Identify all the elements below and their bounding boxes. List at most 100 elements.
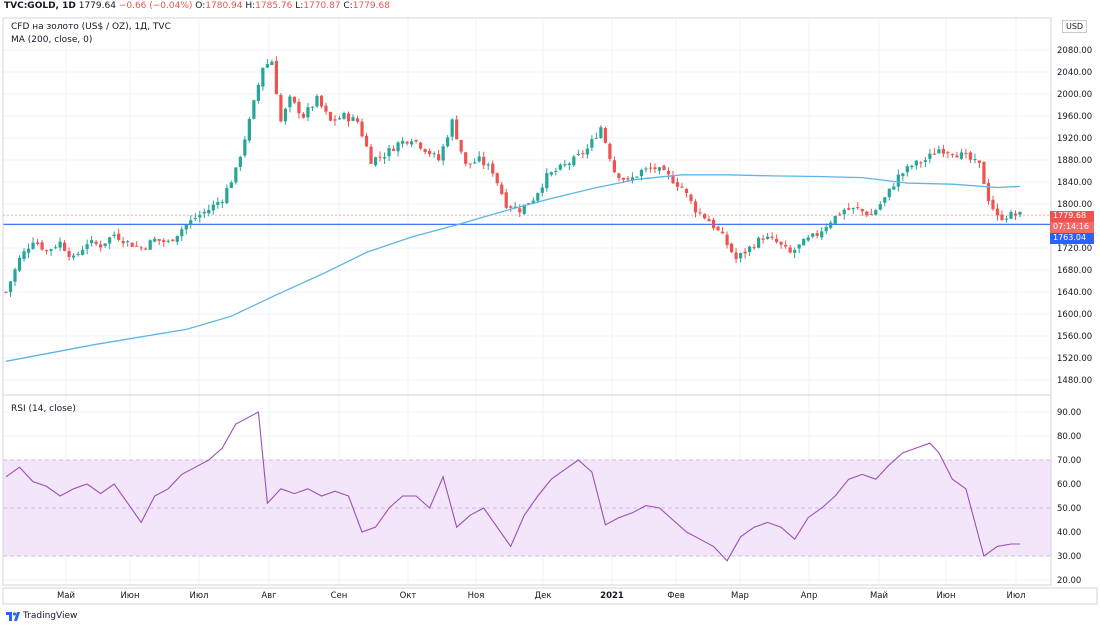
candle bbox=[752, 243, 756, 250]
candle bbox=[689, 193, 693, 205]
candle-body bbox=[157, 239, 161, 241]
month-tick-label: Май bbox=[870, 591, 888, 601]
main-series-title[interactable]: CFD на золото (US$ / OZ), 1Д, TVC bbox=[11, 22, 171, 32]
price-tick-label: 2040.00 bbox=[1057, 68, 1092, 78]
candle bbox=[797, 244, 801, 254]
candle bbox=[112, 231, 116, 239]
candle-body bbox=[130, 242, 134, 247]
candle bbox=[49, 248, 53, 256]
candle bbox=[450, 118, 454, 141]
candle-body bbox=[612, 160, 616, 173]
candle-body bbox=[135, 245, 139, 247]
candle-body bbox=[748, 246, 752, 252]
candle bbox=[896, 169, 900, 192]
candle-body bbox=[117, 233, 121, 240]
candle-body bbox=[698, 212, 702, 214]
candle-body bbox=[17, 257, 22, 271]
candle bbox=[766, 232, 770, 240]
rsi-legend[interactable]: RSI (14, close) bbox=[11, 404, 76, 414]
candle bbox=[423, 148, 427, 155]
tradingview-logo[interactable]: TradingView bbox=[6, 611, 77, 621]
candle-body bbox=[360, 121, 364, 137]
candle-body bbox=[62, 242, 67, 251]
candle bbox=[369, 144, 373, 164]
candle bbox=[62, 240, 67, 252]
candle bbox=[216, 197, 220, 209]
candle bbox=[139, 245, 143, 251]
candle-body bbox=[211, 204, 215, 211]
candle bbox=[671, 170, 675, 185]
candle-body bbox=[955, 155, 959, 158]
candle-body bbox=[279, 94, 283, 122]
month-tick-label: Дек bbox=[534, 591, 551, 601]
candle bbox=[851, 207, 855, 214]
price-axis: 2080.00 2040.00 2000.00 1960.00 1920.00 1880.… bbox=[1057, 46, 1092, 386]
candle bbox=[135, 241, 139, 247]
candle-body bbox=[901, 173, 905, 177]
last-price: 1779.64 bbox=[78, 1, 116, 11]
candle bbox=[802, 238, 806, 246]
candle-body bbox=[126, 241, 130, 243]
candle bbox=[892, 182, 896, 191]
candle bbox=[946, 150, 950, 159]
currency-label[interactable]: USD bbox=[1062, 20, 1088, 33]
candle bbox=[202, 208, 206, 218]
candle-body bbox=[833, 215, 837, 224]
symbol-name[interactable]: TVC:GOLD, 1D bbox=[4, 1, 76, 11]
candle bbox=[603, 126, 607, 144]
low-value: 1770.87 bbox=[303, 1, 341, 11]
candle bbox=[779, 241, 783, 249]
candle bbox=[8, 281, 13, 297]
month-tick-label: Июн bbox=[120, 591, 139, 601]
rsi-tick-label: 90.00 bbox=[1057, 408, 1081, 418]
candle-body bbox=[81, 249, 85, 255]
candle-body bbox=[410, 141, 414, 145]
candle bbox=[180, 226, 184, 242]
candle bbox=[955, 151, 959, 158]
candle-body bbox=[919, 162, 923, 164]
candle bbox=[72, 253, 76, 261]
candle bbox=[261, 67, 265, 91]
candle bbox=[657, 166, 662, 175]
candle bbox=[865, 210, 869, 218]
candle-body bbox=[986, 183, 991, 202]
candle bbox=[680, 182, 684, 189]
candle bbox=[301, 112, 306, 119]
candle-body bbox=[99, 244, 103, 248]
candle-body bbox=[585, 148, 589, 155]
candle bbox=[58, 237, 62, 252]
rsi-line[interactable] bbox=[5, 411, 1020, 562]
ma-legend[interactable]: MA (200, close, 0) bbox=[11, 35, 93, 45]
candle bbox=[108, 236, 112, 250]
candle-body bbox=[590, 139, 594, 148]
candle bbox=[459, 139, 463, 155]
candle-body bbox=[626, 178, 630, 180]
candle-body bbox=[973, 158, 977, 160]
candle bbox=[675, 177, 680, 192]
candle-body bbox=[283, 108, 288, 122]
candle bbox=[1018, 211, 1022, 218]
month-tick-label: 2021 bbox=[600, 591, 624, 601]
candle bbox=[901, 172, 905, 182]
candle bbox=[40, 239, 44, 251]
candle bbox=[666, 167, 671, 180]
candle-body bbox=[112, 234, 116, 237]
candle bbox=[878, 201, 882, 211]
horizontal-line-tag: 1763.04 bbox=[1050, 233, 1094, 244]
candle bbox=[581, 150, 585, 159]
ma-200-line[interactable] bbox=[5, 174, 1021, 362]
candle bbox=[166, 239, 170, 244]
candle-body bbox=[811, 233, 815, 237]
candle bbox=[820, 227, 824, 241]
candle-body bbox=[887, 188, 891, 198]
candle-body bbox=[315, 95, 319, 107]
candle-body bbox=[328, 112, 333, 121]
candle-body bbox=[1000, 214, 1004, 220]
candle bbox=[684, 188, 689, 198]
candle bbox=[964, 148, 968, 159]
candle bbox=[833, 215, 837, 225]
candle bbox=[319, 95, 324, 109]
candle-body bbox=[824, 227, 828, 232]
candle-body bbox=[856, 207, 860, 209]
